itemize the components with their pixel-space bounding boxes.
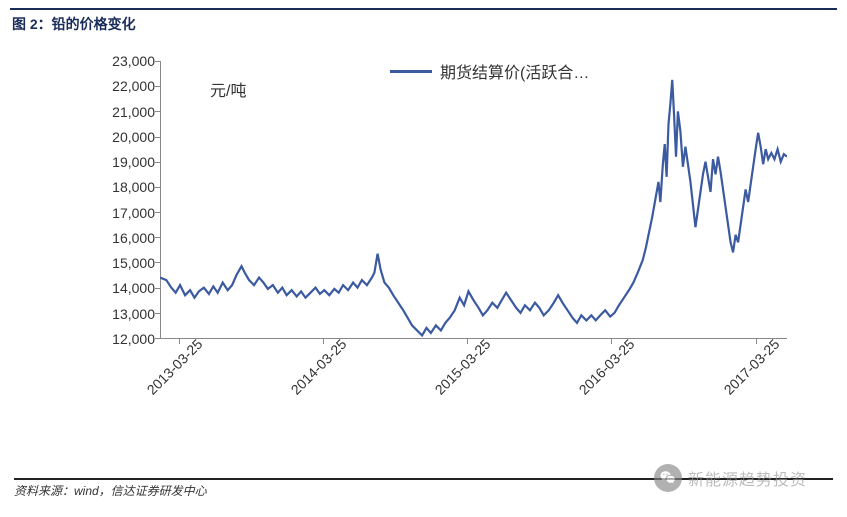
y-tick: [155, 137, 160, 138]
x-tick: [323, 339, 324, 344]
y-tick-label: 17,000: [112, 205, 155, 221]
y-tick: [155, 313, 160, 314]
y-tick: [155, 162, 160, 163]
y-tick: [155, 262, 160, 263]
y-tick-label: 15,000: [112, 255, 155, 271]
x-axis-labels: 2013-03-252014-03-252015-03-252016-03-25…: [160, 339, 787, 409]
figure-header: 图 2：铅的价格变化: [10, 8, 837, 34]
y-tick-label: 23,000: [112, 53, 155, 69]
y-tick: [155, 86, 160, 87]
y-tick: [155, 111, 160, 112]
x-tick: [611, 339, 612, 344]
wechat-icon: [654, 464, 682, 492]
plot-area: [160, 61, 787, 339]
y-tick-label: 22,000: [112, 78, 155, 94]
x-tick-label: 2014-03-25: [288, 336, 350, 398]
x-tick-label: 2015-03-25: [432, 336, 494, 398]
y-axis-labels: 12,00013,00014,00015,00016,00017,00018,0…: [100, 61, 155, 339]
y-tick: [155, 237, 160, 238]
y-tick: [155, 61, 160, 62]
line-chart-svg: [160, 61, 787, 338]
y-tick-label: 13,000: [112, 306, 155, 322]
y-tick: [155, 288, 160, 289]
x-tick: [756, 339, 757, 344]
watermark-text: 新能源趋势投资: [688, 466, 807, 490]
y-tick-label: 18,000: [112, 179, 155, 195]
chart-container: 元/吨 期货结算价(活跃合… 12,00013,00014,00015,0001…: [30, 49, 817, 409]
x-tick: [467, 339, 468, 344]
y-tick-label: 19,000: [112, 154, 155, 170]
x-tick-label: 2016-03-25: [576, 336, 638, 398]
y-tick: [155, 212, 160, 213]
y-tick-label: 16,000: [112, 230, 155, 246]
y-tick-label: 14,000: [112, 280, 155, 296]
x-tick-label: 2017-03-25: [720, 336, 782, 398]
figure-title: 图 2：铅的价格变化: [10, 14, 837, 34]
y-tick-label: 21,000: [112, 104, 155, 120]
y-tick: [155, 187, 160, 188]
watermark: 新能源趋势投资: [654, 464, 807, 492]
price-line: [160, 80, 787, 336]
x-tick: [179, 339, 180, 344]
y-tick-label: 12,000: [112, 331, 155, 347]
y-tick-label: 20,000: [112, 129, 155, 145]
